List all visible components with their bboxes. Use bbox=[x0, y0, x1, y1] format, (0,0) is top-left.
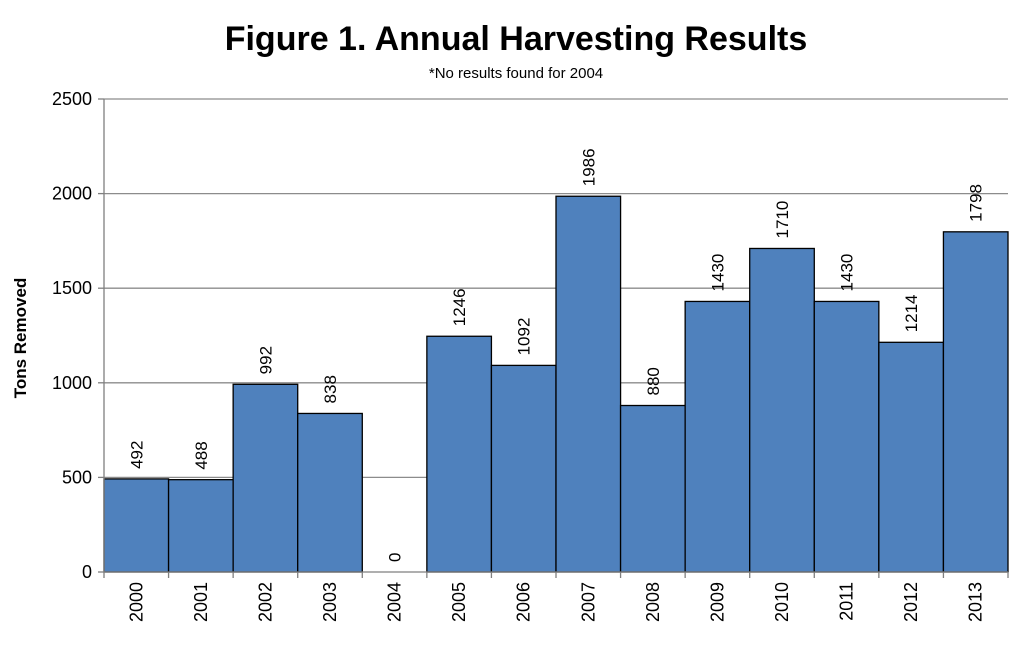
bar-2002 bbox=[232, 383, 299, 573]
bar-2012 bbox=[878, 341, 945, 573]
bar-2001 bbox=[167, 479, 234, 573]
x-tick-label: 2003 bbox=[320, 582, 340, 622]
chart-subtitle: *No results found for 2004 bbox=[429, 65, 603, 82]
data-label: 992 bbox=[256, 346, 275, 374]
data-label: 1092 bbox=[515, 318, 534, 356]
y-tick-label: 1000 bbox=[52, 373, 92, 393]
y-tick-label: 2500 bbox=[52, 89, 92, 109]
x-tick-label: 2006 bbox=[514, 582, 534, 622]
bar-2008 bbox=[619, 404, 686, 573]
x-tick-label: 2013 bbox=[966, 582, 986, 622]
data-label: 492 bbox=[127, 441, 146, 469]
bar-2007 bbox=[555, 195, 622, 573]
data-label: 838 bbox=[321, 375, 340, 403]
data-label: 880 bbox=[644, 367, 663, 395]
data-label: 1430 bbox=[708, 254, 727, 292]
x-tick-label: 2010 bbox=[772, 582, 792, 622]
bar-2000 bbox=[103, 478, 170, 573]
data-label: 1710 bbox=[773, 201, 792, 239]
y-tick-label: 2000 bbox=[52, 184, 92, 204]
x-tick-label: 2007 bbox=[578, 582, 598, 622]
data-label: 1430 bbox=[838, 254, 857, 292]
axes: 0 500 1000 1500 2000 2500 2000 2001 2002 2003 2004… bbox=[52, 89, 1009, 622]
data-label: 0 bbox=[386, 553, 405, 562]
x-tick-label: 2012 bbox=[901, 582, 921, 622]
x-tick-label: 2008 bbox=[643, 582, 663, 622]
x-tick-label: 2004 bbox=[385, 582, 405, 622]
data-label: 1214 bbox=[902, 294, 921, 332]
x-tick-label: 2001 bbox=[191, 582, 211, 622]
bar-2009 bbox=[684, 300, 751, 573]
bar-2010 bbox=[749, 247, 815, 573]
x-tick-label: 2005 bbox=[449, 582, 469, 622]
data-labels: 492 488 992 838 0 1246 1092 1986 880 1430 1710 1430… bbox=[127, 148, 985, 562]
chart-title: Figure 1. Annual Harvesting Results bbox=[225, 20, 808, 58]
bar-2013 bbox=[942, 231, 1009, 573]
data-label: 488 bbox=[192, 441, 211, 469]
data-label: 1986 bbox=[579, 148, 598, 186]
bar-2003 bbox=[297, 412, 363, 573]
y-tick-label: 500 bbox=[62, 467, 92, 487]
data-label: 1798 bbox=[967, 184, 986, 222]
bar-2006 bbox=[490, 364, 557, 573]
x-tick-label: 2009 bbox=[707, 582, 727, 622]
y-tick-label: 1500 bbox=[52, 278, 92, 298]
x-tick-label: 2011 bbox=[837, 582, 857, 621]
x-tick-label: 2000 bbox=[126, 582, 146, 622]
y-tick-label: 0 bbox=[82, 562, 92, 582]
bar-2005 bbox=[426, 335, 493, 573]
y-axis-label: Tons Removed bbox=[11, 278, 30, 399]
bars bbox=[103, 195, 1009, 573]
x-tick-label: 2002 bbox=[255, 582, 275, 622]
bar-2011 bbox=[813, 300, 880, 573]
data-label: 1246 bbox=[450, 288, 469, 326]
